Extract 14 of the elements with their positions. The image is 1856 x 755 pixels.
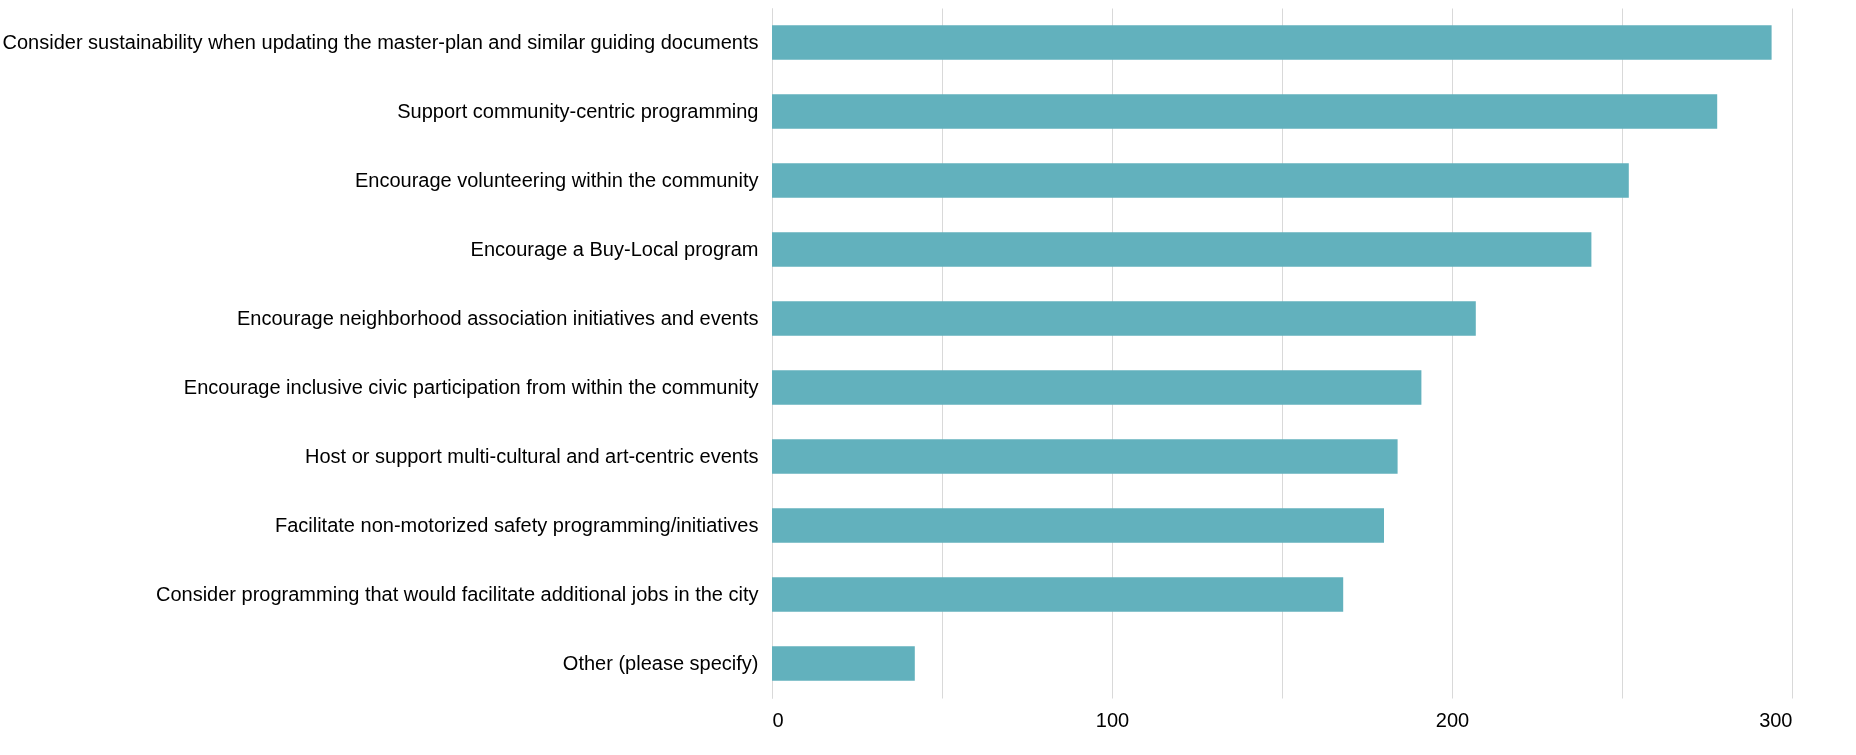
y-tick-label: Encourage neighborhood association initiatives and events [237, 306, 759, 329]
y-tick-label: Facilitate non-motorized safety programming/initiatives [274, 513, 759, 536]
x-tick-label: 100 [1095, 708, 1130, 731]
x-tick-label: 0 [772, 708, 784, 731]
y-tick-label: Host or support multi-cultural and art-centric events [304, 444, 759, 467]
y-tick-label: Other (please specify) [562, 651, 759, 674]
x-tick-label: 200 [1435, 708, 1470, 731]
y-tick-label: Encourage inclusive civic participation from within the community [183, 375, 759, 398]
y-tick-label: Consider programming that would facilitate additional jobs in the city [155, 582, 759, 605]
y-tick-label: Encourage a Buy-Local program [470, 237, 759, 260]
y-tick-label: Consider sustainability when updating the master-plan and similar guiding documents [2, 30, 759, 53]
y-tick-label: Encourage volunteering within the community [354, 168, 759, 191]
x-tick-label: 300 [1759, 708, 1793, 731]
y-tick-label: Support community-centric programming [397, 99, 759, 122]
